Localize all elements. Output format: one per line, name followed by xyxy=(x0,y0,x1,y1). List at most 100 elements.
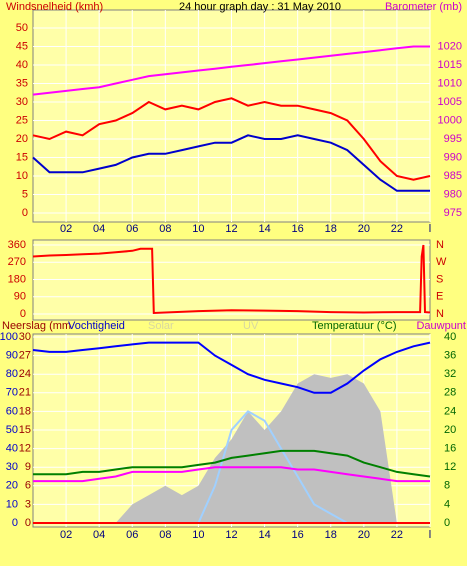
y2-tick-label: 20 xyxy=(444,424,456,436)
x-tick-label: 14 xyxy=(258,223,270,235)
x-tick-label: 22 xyxy=(391,223,403,235)
y-tick-label: 60 xyxy=(6,405,18,417)
y2-tick-label: 1020 xyxy=(438,40,462,52)
y-tick-label: 15 xyxy=(16,151,28,163)
x-tick-label: 20 xyxy=(358,223,370,235)
line xyxy=(32,97,431,181)
y3-tick-label: 9 xyxy=(25,461,31,473)
line xyxy=(32,45,430,96)
y2-tick-label: 980 xyxy=(444,188,462,200)
x-tick-label: 18 xyxy=(325,529,337,541)
y-tick-label: 40 xyxy=(16,59,28,71)
y-tick-label: 100 xyxy=(0,331,18,343)
y-tick-label: 20 xyxy=(6,480,18,492)
y-tick-label: 90 xyxy=(14,291,26,303)
x-tick-label: 10 xyxy=(192,529,204,541)
y2-tick-label: 1005 xyxy=(438,96,462,108)
y2-tick-label: 40 xyxy=(444,331,456,343)
y2-tick-label: 985 xyxy=(444,170,462,182)
x-tick-label: 04 xyxy=(93,529,105,541)
x-tick-label: 18 xyxy=(325,223,337,235)
y2-tick-label: 4 xyxy=(444,498,450,510)
y2-tick-label: 12 xyxy=(444,461,456,473)
x-tick-label: l xyxy=(429,223,431,235)
x-tick-label: 12 xyxy=(225,223,237,235)
y3-tick-label: 30 xyxy=(19,331,31,343)
y2-tick-label: W xyxy=(436,256,447,268)
y-tick-label: 10 xyxy=(16,170,28,182)
line xyxy=(32,341,431,394)
line xyxy=(33,449,431,478)
y-tick-label: 80 xyxy=(6,368,18,380)
y-tick-label: 45 xyxy=(16,40,28,52)
header-label: Neerslag (mm xyxy=(2,320,71,332)
y2-tick-label: 1015 xyxy=(438,59,462,71)
y3-tick-label: 21 xyxy=(19,387,31,399)
y2-tick-label: 0 xyxy=(444,517,450,529)
y-tick-label: 25 xyxy=(16,114,28,126)
x-tick-label: 10 xyxy=(192,223,204,235)
y2-tick-label: 1010 xyxy=(438,77,462,89)
y-tick-label: 40 xyxy=(6,443,18,455)
x-tick-label: 12 xyxy=(225,529,237,541)
x-tick-label: 06 xyxy=(126,223,138,235)
x-tick-label: 08 xyxy=(159,529,171,541)
y3-tick-label: 18 xyxy=(19,405,31,417)
line xyxy=(32,244,431,315)
y-tick-label: 10 xyxy=(6,498,18,510)
header-label: Temperatuur (°C) xyxy=(312,320,396,332)
y2-tick-label: 990 xyxy=(444,151,462,163)
y2-tick-label: N xyxy=(436,239,444,251)
header-label: 24 hour graph day : 31 May 2010 xyxy=(179,1,341,13)
line xyxy=(32,134,430,192)
y-tick-label: 20 xyxy=(16,133,28,145)
y-tick-label: 70 xyxy=(6,387,18,399)
y-tick-label: 35 xyxy=(16,77,28,89)
header-label: UV xyxy=(243,320,259,332)
y-tick-label: 0 xyxy=(20,308,26,320)
y3-tick-label: 3 xyxy=(25,498,31,510)
x-tick-label: 22 xyxy=(391,529,403,541)
y-tick-label: 0 xyxy=(12,517,18,529)
y2-tick-label: 8 xyxy=(444,480,450,492)
x-tick-label: 06 xyxy=(126,529,138,541)
y3-tick-label: 24 xyxy=(19,368,31,380)
y3-tick-label: 12 xyxy=(19,443,31,455)
y2-tick-label: 1000 xyxy=(438,114,462,126)
y2-tick-label: 995 xyxy=(444,133,462,145)
x-tick-label: 08 xyxy=(159,223,171,235)
y-tick-label: 30 xyxy=(6,461,18,473)
line xyxy=(33,466,430,483)
y2-tick-label: 24 xyxy=(444,405,456,417)
header-label: Dauwpunt xyxy=(416,320,466,332)
x-tick-label: 20 xyxy=(358,529,370,541)
x-tick-label: 14 xyxy=(258,529,270,541)
y2-tick-label: S xyxy=(436,273,443,285)
y-tick-label: 50 xyxy=(16,22,28,34)
x-tick-label: l xyxy=(429,529,431,541)
y2-tick-label: 975 xyxy=(444,207,462,219)
header-label: Solar xyxy=(148,320,174,332)
header-label: Windsnelheid (kmh) xyxy=(6,1,103,13)
x-tick-label: 02 xyxy=(60,223,72,235)
y3-tick-label: 0 xyxy=(25,517,31,529)
area xyxy=(33,374,430,523)
header-label: Vochtigheid xyxy=(68,320,125,332)
y-tick-label: 0 xyxy=(22,207,28,219)
y-tick-label: 180 xyxy=(8,273,26,285)
y3-tick-label: 27 xyxy=(19,350,31,362)
y-tick-label: 30 xyxy=(16,96,28,108)
y3-tick-label: 6 xyxy=(25,480,31,492)
y2-tick-label: 36 xyxy=(444,350,456,362)
x-tick-label: 04 xyxy=(93,223,105,235)
y-tick-label: 270 xyxy=(8,256,26,268)
y-tick-label: 90 xyxy=(6,350,18,362)
header-label: Barometer (mb) xyxy=(385,1,462,13)
y-tick-label: 5 xyxy=(22,188,28,200)
x-tick-label: 16 xyxy=(292,223,304,235)
y2-tick-label: 28 xyxy=(444,387,456,399)
y3-tick-label: 15 xyxy=(19,424,31,436)
y-tick-label: 360 xyxy=(8,239,26,251)
x-tick-label: 16 xyxy=(292,529,304,541)
